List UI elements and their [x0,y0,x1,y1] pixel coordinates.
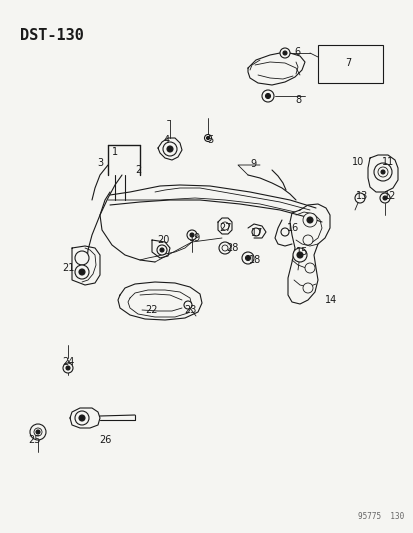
Circle shape [36,430,40,434]
Text: 23: 23 [183,305,196,315]
Text: 20: 20 [157,235,169,245]
Text: 19: 19 [188,233,201,243]
Circle shape [279,48,289,58]
Circle shape [377,167,387,177]
Circle shape [221,222,228,230]
Text: 10: 10 [351,157,363,167]
Circle shape [157,245,166,255]
Text: 28: 28 [225,243,237,253]
Circle shape [242,252,254,264]
Circle shape [206,136,209,140]
Circle shape [190,233,194,237]
Circle shape [221,245,228,251]
Text: 13: 13 [355,191,367,201]
Circle shape [166,146,173,152]
Circle shape [265,93,270,99]
Circle shape [79,269,85,275]
Circle shape [302,283,312,293]
Circle shape [380,170,384,174]
Text: 5: 5 [206,135,213,145]
Circle shape [30,424,46,440]
Circle shape [187,230,197,240]
Text: 16: 16 [286,223,299,233]
Text: 1: 1 [112,147,118,157]
Text: 22: 22 [145,305,158,315]
Circle shape [183,301,192,309]
Circle shape [159,248,164,252]
Circle shape [306,217,312,223]
Text: 95775  130: 95775 130 [357,512,403,521]
Circle shape [302,213,316,227]
Circle shape [292,248,306,262]
Text: 7: 7 [344,58,350,68]
Text: 27: 27 [219,223,232,233]
Text: 12: 12 [383,191,395,201]
Circle shape [296,252,302,258]
Text: 2: 2 [135,165,141,175]
Circle shape [280,228,288,236]
Text: 8: 8 [294,95,300,105]
Text: 26: 26 [99,435,111,445]
Circle shape [354,193,364,203]
Circle shape [245,255,250,261]
Circle shape [75,251,89,265]
Text: 18: 18 [248,255,261,265]
Circle shape [252,228,259,236]
Bar [317,45,382,83]
Circle shape [66,366,70,370]
Circle shape [163,142,177,156]
Circle shape [379,193,389,203]
Text: 3: 3 [97,158,103,168]
Circle shape [302,235,312,245]
Circle shape [304,263,314,273]
Text: 14: 14 [324,295,336,305]
Text: DST-130: DST-130 [20,28,84,43]
Text: 15: 15 [295,247,307,257]
Circle shape [373,163,391,181]
Circle shape [218,242,230,254]
Text: 4: 4 [164,135,170,145]
Circle shape [204,134,211,141]
Circle shape [34,428,42,436]
Text: 17: 17 [250,228,263,238]
Text: 11: 11 [381,157,393,167]
Text: 6: 6 [293,47,299,57]
Circle shape [75,411,89,425]
Text: 9: 9 [249,159,256,169]
Text: 25: 25 [28,435,41,445]
Text: 21: 21 [62,263,74,273]
Circle shape [79,415,85,421]
Circle shape [261,90,273,102]
Circle shape [63,363,73,373]
Text: 24: 24 [62,357,74,367]
Circle shape [282,51,286,55]
Circle shape [75,265,89,279]
Circle shape [382,196,386,200]
